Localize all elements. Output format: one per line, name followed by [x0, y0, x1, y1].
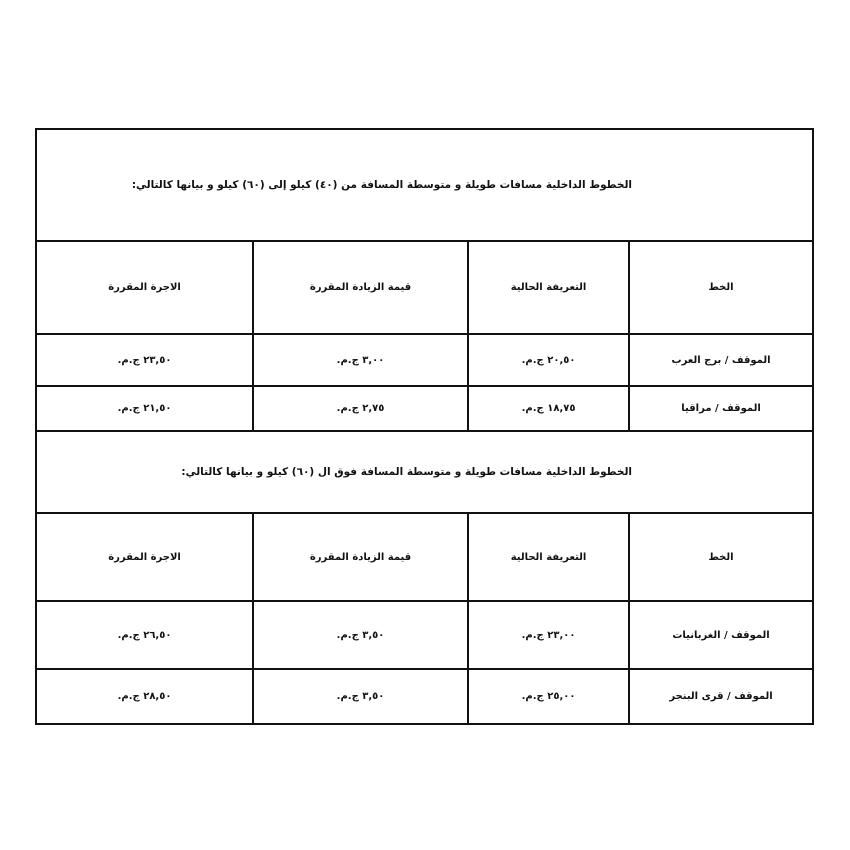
- cell-line: الموقف / قرى البنجر: [628, 668, 815, 725]
- header-new-fare: الاجرة المقررة: [34, 240, 255, 335]
- cell-new-fare: ٢٨,٥٠ ج.م.: [34, 668, 255, 725]
- cell-current-fare: ٢٣,٠٠ ج.م.: [467, 600, 631, 670]
- cell-current-fare: ٢٥,٠٠ ج.م.: [467, 668, 631, 725]
- header-increase: قيمة الزيادة المقررة: [252, 240, 470, 335]
- header-current-fare: التعريفة الحالية: [467, 512, 631, 602]
- section-title-row: الخطوط الداخلية مسافات طويلة و متوسطة ال…: [34, 430, 815, 514]
- fare-table: الخطوط الداخلية مسافات طويلة و متوسطة ال…: [34, 128, 815, 725]
- cell-new-fare: ٢٣,٥٠ ج.م.: [34, 333, 255, 387]
- table-row: الموقف / مراقيا ١٨,٧٥ ج.م. ٢,٧٥ ج.م. ٢١,…: [34, 385, 815, 432]
- cell-new-fare: ٢٦,٥٠ ج.م.: [34, 600, 255, 670]
- section-title: الخطوط الداخلية مسافات طويلة و متوسطة ال…: [34, 430, 815, 514]
- cell-increase: ٣,٥٠ ج.م.: [252, 668, 470, 725]
- cell-line: الموقف / مراقيا: [628, 385, 815, 432]
- cell-current-fare: ٢٠,٥٠ ج.م.: [467, 333, 631, 387]
- header-line: الخط: [628, 240, 815, 335]
- section-title: الخطوط الداخلية مسافات طويلة و متوسطة ال…: [34, 128, 815, 242]
- header-line: الخط: [628, 512, 815, 602]
- cell-increase: ٢,٧٥ ج.م.: [252, 385, 470, 432]
- cell-increase: ٣,٥٠ ج.م.: [252, 600, 470, 670]
- section-title-row: الخطوط الداخلية مسافات طويلة و متوسطة ال…: [34, 128, 815, 242]
- header-current-fare: التعريفة الحالية: [467, 240, 631, 335]
- table-row: الموقف / قرى البنجر ٢٥,٠٠ ج.م. ٣,٥٠ ج.م.…: [34, 668, 815, 725]
- cell-line: الموقف / برج العرب: [628, 333, 815, 387]
- table-row: الموقف / برج العرب ٢٠,٥٠ ج.م. ٣,٠٠ ج.م. …: [34, 333, 815, 387]
- header-row: الخط التعريفة الحالية قيمة الزيادة المقر…: [34, 512, 815, 602]
- cell-line: الموقف / الغربانيات: [628, 600, 815, 670]
- header-increase: قيمة الزيادة المقررة: [252, 512, 470, 602]
- header-row: الخط التعريفة الحالية قيمة الزيادة المقر…: [34, 240, 815, 335]
- cell-current-fare: ١٨,٧٥ ج.م.: [467, 385, 631, 432]
- cell-new-fare: ٢١,٥٠ ج.م.: [34, 385, 255, 432]
- header-new-fare: الاجرة المقررة: [34, 512, 255, 602]
- cell-increase: ٣,٠٠ ج.م.: [252, 333, 470, 387]
- table-row: الموقف / الغربانيات ٢٣,٠٠ ج.م. ٣,٥٠ ج.م.…: [34, 600, 815, 670]
